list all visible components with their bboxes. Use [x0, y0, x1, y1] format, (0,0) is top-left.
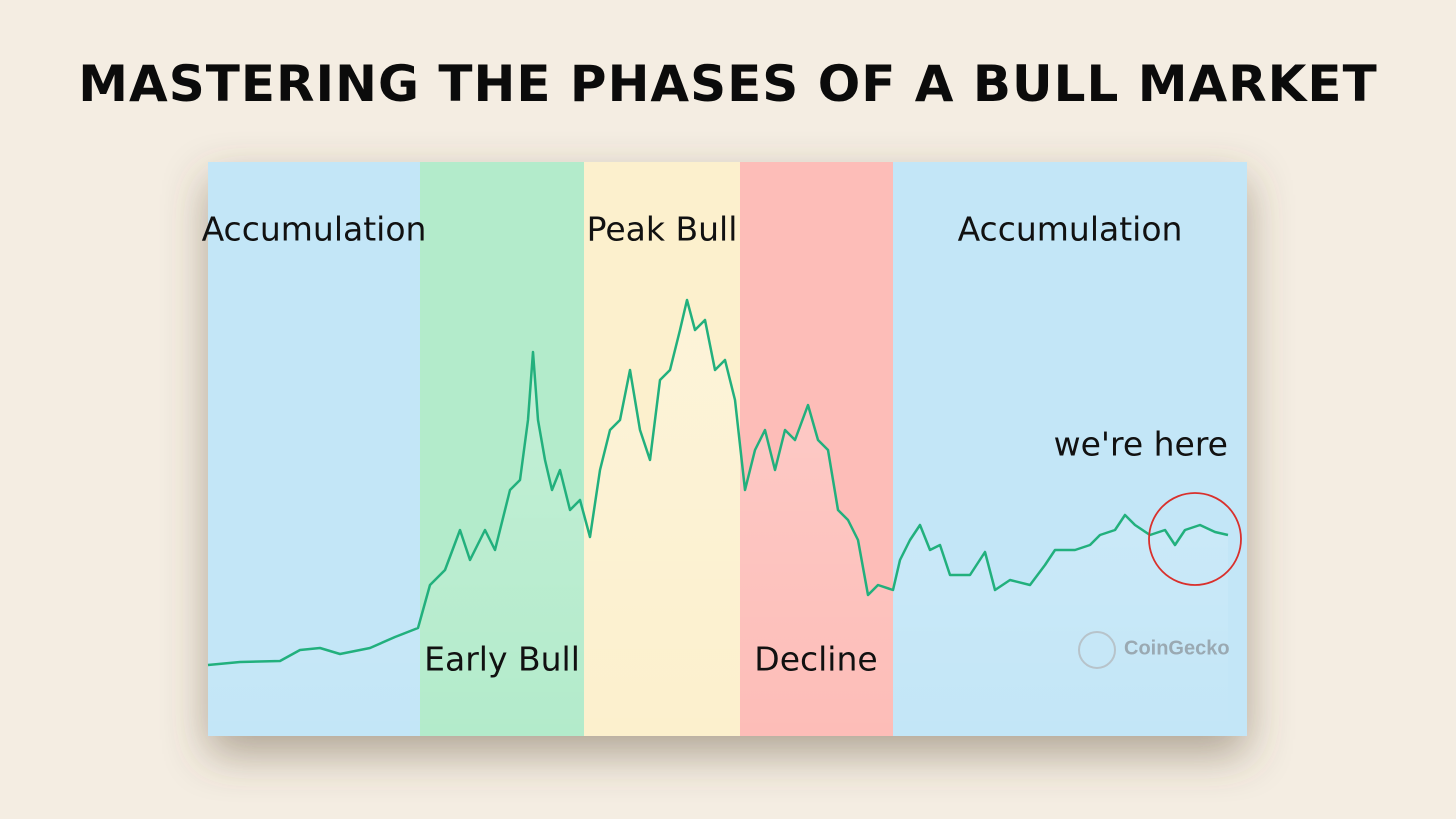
phase-label: Decline: [754, 640, 877, 679]
phase-label: Early Bull: [424, 640, 580, 679]
watermark-logo: [1078, 631, 1116, 669]
phase-label: Peak Bull: [587, 210, 738, 249]
watermark: CoinGecko: [1124, 637, 1230, 659]
price-area: [208, 300, 1228, 736]
chart-panel: CoinGecko: [207, 162, 1247, 736]
price-line: [207, 298, 1229, 667]
title: MASTERING THE PHASES OF A BULL MARKET: [78, 55, 1377, 113]
annotation: we're here: [1054, 425, 1228, 464]
phase-label: Accumulation: [958, 210, 1183, 249]
highlight-circle: [1148, 492, 1242, 586]
phase-label: Accumulation: [202, 210, 427, 249]
